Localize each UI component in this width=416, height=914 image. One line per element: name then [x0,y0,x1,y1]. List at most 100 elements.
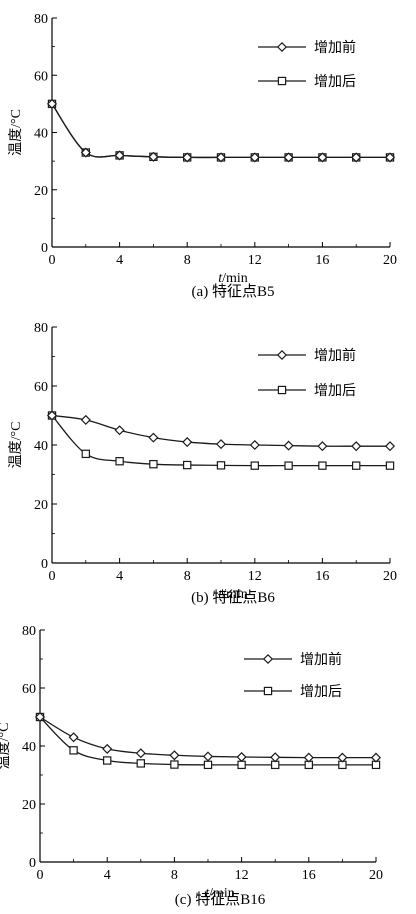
x-axis-label: t/min [218,271,248,286]
data-point-diamond [370,752,382,763]
x-tick-label: 4 [116,569,123,584]
y-tick-label: 40 [34,439,48,454]
data-point-diamond [46,410,58,421]
data-point-diamond [249,439,260,451]
data-point-square [318,461,327,470]
x-tick-label: 8 [184,253,191,268]
legend-square-marker [277,76,287,86]
y-tick-label: 80 [34,12,48,27]
legend-label: 增加前 [314,39,356,56]
data-point-square [284,461,293,470]
y-tick-label: 40 [34,127,48,142]
legend-diamond-marker [262,653,274,665]
y-tick-label: 40 [22,740,36,755]
data-point-square [385,461,395,470]
x-axis-label-unit: /min [209,886,235,901]
data-point-square [136,759,145,768]
x-tick-label: 0 [49,569,56,584]
x-tick-label: 12 [235,868,249,883]
legend-label: 增加后 [314,74,356,90]
data-point-square [69,746,78,755]
x-axis-label-unit: /min [222,271,248,286]
x-tick-label: 0 [37,868,44,883]
data-point-diamond [182,437,193,448]
data-point-square [216,461,226,470]
y-tick-label: 20 [22,798,36,813]
x-tick-label: 4 [104,868,111,883]
legend-label: 增加前 [300,651,342,668]
legend-diamond-marker [276,349,288,361]
legend-label: 增加前 [314,347,356,364]
legend-label: 增加后 [314,383,356,399]
data-point-diamond [202,751,214,762]
x-tick-label: 12 [248,569,262,584]
y-tick-label: 0 [41,241,48,256]
data-point-square [352,461,361,470]
data-point-diamond [249,152,260,163]
legend-square-marker [263,686,273,696]
legend-label: 增加后 [300,684,342,700]
data-point-diamond [68,732,79,743]
x-axis-label-variable: t [205,886,210,901]
y-axis-label: 温度/°C [0,723,12,770]
x-axis-label-unit: /min [222,587,248,602]
x-tick-label: 16 [302,868,316,883]
y-tick-label: 60 [34,380,48,395]
x-axis-label: t/min [218,587,248,602]
series-line-before [51,103,390,159]
x-tick-label: 20 [383,253,397,268]
data-point-diamond [34,711,46,723]
x-axis-label-variable: t [218,271,223,286]
data-point-square [237,760,246,770]
data-point-diamond [80,147,91,158]
data-point-square [149,459,158,469]
data-point-diamond [337,752,348,763]
data-point-diamond [384,441,396,452]
y-tick-label: 80 [22,624,36,639]
x-axis-label: t/min [205,886,235,901]
x-tick-label: 0 [49,253,56,268]
data-point-diamond [80,414,91,425]
data-point-square [203,760,213,770]
data-point-diamond [135,748,146,759]
y-tick-label: 20 [34,184,48,199]
data-point-square [115,457,124,466]
data-point-square [102,756,112,765]
x-tick-label: 16 [315,253,329,268]
data-point-square [81,449,90,459]
y-tick-label: 0 [41,557,48,572]
y-tick-label: 60 [34,69,48,84]
data-point-diamond [283,440,294,451]
x-tick-label: 8 [184,569,191,584]
series-line-after [51,103,390,159]
data-point-diamond [351,152,362,163]
chart-panel-2: 0 20 40 60 80 0 4 8 12 16 20 温度/°C t/min(b) 特征点B6 增加前… [8,321,397,606]
x-axis-label-variable: t [218,587,223,602]
legend-diamond-marker [276,41,288,53]
data-point-diamond [114,425,125,436]
data-point-diamond [102,743,113,754]
data-point-diamond [270,752,281,763]
y-axis-label: 温度/°C [8,109,24,156]
data-point-square [170,760,179,769]
chart-panel-3: 0 20 40 60 80 0 4 8 12 16 20 温度/°C t/min(c) 特征点B16 增加… [0,624,383,908]
data-point-diamond [169,750,180,761]
y-tick-label: 0 [29,856,36,871]
data-point-diamond [148,432,159,443]
y-axis-label: 温度/°C [8,422,24,469]
data-point-diamond [303,752,314,763]
y-tick-label: 20 [34,498,48,513]
data-point-diamond [114,150,125,161]
data-point-square [250,461,259,470]
x-tick-label: 8 [171,868,178,883]
chart-caption: (b) 特征点B6 [191,589,275,606]
chart-panel-1: 0 20 40 60 80 0 4 8 12 16 20 温度/°C t/min(a) 特征点B5 增加前… [8,12,397,300]
data-point-diamond [317,441,328,452]
chart-caption: (a) 特征点B5 [192,283,275,300]
data-point-diamond [215,152,227,163]
data-point-diamond [215,439,227,450]
data-point-diamond [182,152,193,163]
data-point-square [183,460,192,470]
data-point-diamond [148,151,159,162]
